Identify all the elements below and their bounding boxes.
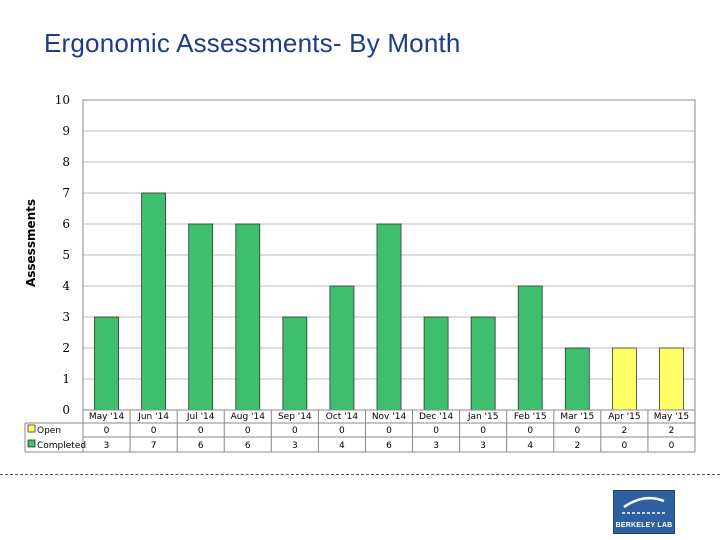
x-tick-label: Sep '14: [278, 412, 312, 422]
bar-completed: [141, 192, 167, 411]
bar-open: [611, 347, 637, 411]
bar-completed: [235, 223, 261, 411]
x-tick-label: Jan '15: [467, 412, 499, 422]
data-label: 6: [198, 441, 204, 451]
y-tick-label: 7: [62, 186, 70, 200]
data-label: 0: [574, 426, 580, 436]
x-tick-label: Dec '14: [419, 412, 453, 422]
y-tick-label: 8: [62, 155, 70, 169]
data-label: 3: [292, 441, 298, 451]
bar-completed: [517, 285, 543, 411]
data-label: 0: [151, 426, 157, 436]
y-axis-label: Assessments: [24, 199, 38, 287]
data-label: 4: [527, 441, 533, 451]
legend-swatch-open: [27, 424, 36, 433]
data-label: 2: [669, 426, 675, 436]
data-label: 3: [480, 441, 486, 451]
x-tick-label: Feb '15: [514, 412, 547, 422]
data-label: 0: [198, 426, 204, 436]
data-label: 2: [574, 441, 580, 451]
y-tick-label: 9: [62, 124, 70, 138]
data-label: 6: [245, 441, 251, 451]
y-tick-label: 10: [55, 93, 70, 107]
x-tick-label: Jun '14: [137, 412, 169, 422]
y-tick-label: 2: [62, 341, 70, 355]
data-label: 3: [104, 441, 110, 451]
chart-title: Ergonomic Assessments- By Month: [44, 28, 461, 58]
x-tick-label: Aug '14: [231, 412, 266, 422]
bar-completed: [188, 223, 214, 411]
x-tick-label: Jul '14: [186, 412, 215, 422]
data-label: 0: [527, 426, 533, 436]
y-tick-label: 0: [62, 403, 70, 417]
data-label: 0: [339, 426, 345, 436]
data-label: 0: [669, 441, 675, 451]
legend-label-open: Open: [37, 426, 61, 436]
data-label: 0: [104, 426, 110, 436]
x-tick-label: May '15: [654, 412, 689, 422]
data-label: 0: [386, 426, 392, 436]
data-label: 0: [245, 426, 251, 436]
y-tick-label: 4: [62, 279, 70, 293]
x-tick-label: May '14: [89, 412, 125, 422]
x-tick-label: Nov '14: [372, 412, 407, 422]
legend-swatch-completed: [27, 439, 36, 448]
bar-completed: [282, 316, 308, 411]
legend-label-completed: Completed: [37, 441, 86, 451]
y-tick-label: 1: [62, 372, 70, 386]
bar-chart: 0 1 2 3 4 5 6 7 8 9 10 Assessments May '14 Jun '14 Jul…: [24, 93, 696, 453]
bar-completed: [94, 316, 119, 411]
divider: [0, 474, 720, 475]
y-tick-label: 3: [62, 310, 70, 324]
x-tick-label: Mar '15: [560, 412, 594, 422]
logo-text: BERKELEY LAB: [615, 522, 673, 529]
building-icon: [622, 496, 666, 514]
bar-completed: [564, 347, 590, 411]
bar-completed: [376, 223, 402, 411]
data-label: 4: [339, 441, 345, 451]
x-tick-label: Oct '14: [326, 412, 359, 422]
bar-completed: [423, 316, 449, 411]
x-tick-label: Apr '15: [608, 412, 640, 422]
data-label: 3: [433, 441, 439, 451]
data-label: 7: [151, 441, 157, 451]
data-label: 2: [622, 426, 628, 436]
bar-completed: [470, 316, 496, 411]
bar-completed: [329, 285, 355, 411]
data-label: 0: [292, 426, 298, 436]
y-tick-label: 5: [62, 248, 70, 262]
bar-open: [659, 347, 684, 411]
data-label: 6: [386, 441, 392, 451]
y-tick-label: 6: [62, 217, 70, 231]
data-label: 0: [622, 441, 628, 451]
data-label: 0: [433, 426, 439, 436]
data-label: 0: [480, 426, 486, 436]
berkeley-lab-logo: BERKELEY LAB: [613, 490, 675, 534]
